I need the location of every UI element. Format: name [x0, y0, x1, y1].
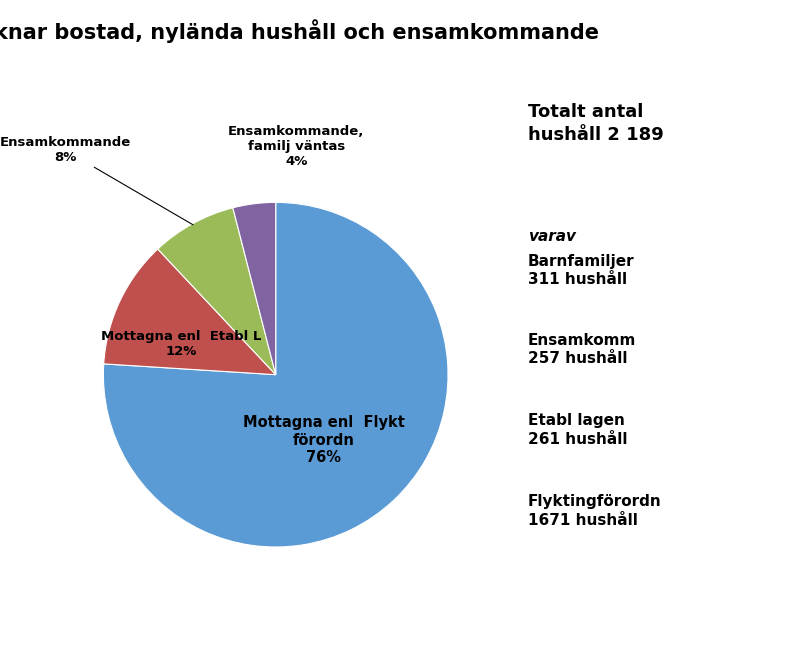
Text: Etabl lagen
261 hushåll: Etabl lagen 261 hushåll [528, 413, 627, 447]
Wedge shape [104, 249, 276, 375]
Text: Ensamkomm
257 hushåll: Ensamkomm 257 hushåll [528, 333, 636, 366]
Text: Mottagna enl  Flykt
förordn
76%: Mottagna enl Flykt förordn 76% [243, 415, 405, 465]
Wedge shape [103, 202, 448, 547]
Text: Ensamkommande
8%: Ensamkommande 8% [0, 136, 193, 225]
Text: Ensamkommande,
familj väntas
4%: Ensamkommande, familj väntas 4% [228, 125, 364, 168]
Text: Saknar bostad, nylända hushåll och ensamkommande: Saknar bostad, nylända hushåll och ensam… [0, 19, 599, 43]
Text: Mottagna enl  Etabl L
12%: Mottagna enl Etabl L 12% [101, 329, 261, 358]
Wedge shape [233, 202, 276, 375]
Text: Barnfamiljer
311 hushåll: Barnfamiljer 311 hushåll [528, 254, 634, 287]
Text: Totalt antal
hushåll 2 189: Totalt antal hushåll 2 189 [528, 103, 663, 143]
Wedge shape [158, 208, 276, 375]
Text: varav: varav [528, 229, 576, 244]
Text: Flyktingförordn
1671 hushåll: Flyktingförordn 1671 hushåll [528, 494, 662, 528]
